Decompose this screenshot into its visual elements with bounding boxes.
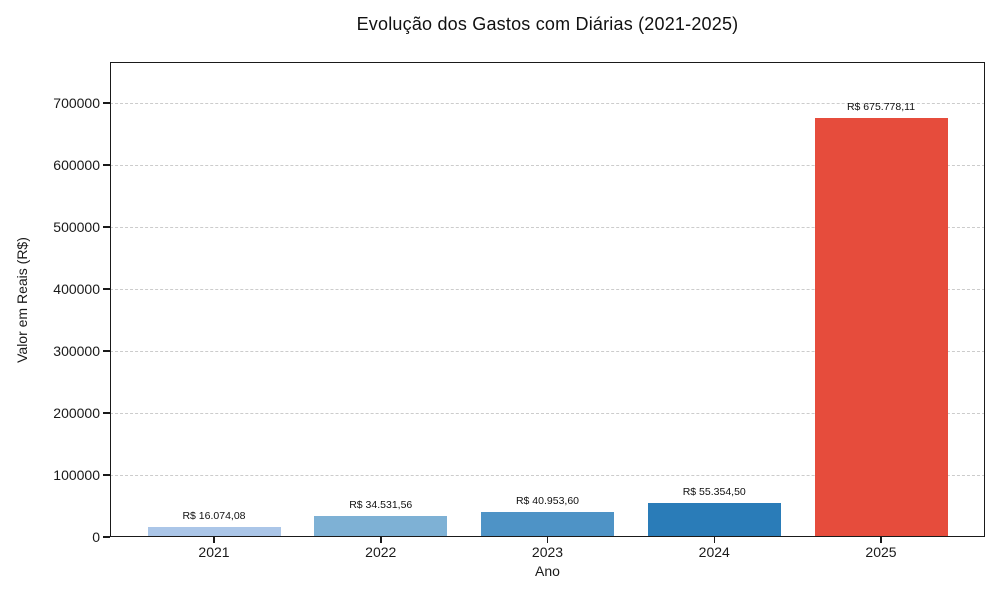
x-axis-label: Ano xyxy=(535,563,560,579)
y-tick-label: 600000 xyxy=(53,156,100,173)
gridline xyxy=(110,102,985,104)
y-tick-label: 0 xyxy=(92,529,100,545)
y-tick-label: 200000 xyxy=(53,404,100,421)
x-tick-label: 2024 xyxy=(698,544,730,560)
plot-area: R$ 16.074,08 R$ 34.531,56 R$ 40.953,60 R$ 5… xyxy=(110,62,985,537)
y-tick-mark xyxy=(103,288,110,290)
x-tick-label: 2022 xyxy=(365,544,397,560)
gridline xyxy=(110,226,985,228)
y-tick-label: 500000 xyxy=(53,218,100,235)
gridline xyxy=(110,350,985,352)
bar-value-label: R$ 675.778,11 xyxy=(846,100,916,113)
bar-value-label: R$ 55.354,50 xyxy=(682,485,746,498)
gridline xyxy=(110,412,985,414)
y-tick-mark xyxy=(103,474,110,476)
x-tick-mark xyxy=(380,537,382,543)
y-tick-label: 300000 xyxy=(53,342,100,359)
gridline xyxy=(110,288,985,290)
y-tick-mark xyxy=(103,102,110,104)
x-tick-mark xyxy=(213,537,215,543)
bar-value-label: R$ 16.074,08 xyxy=(182,510,246,523)
y-tick-mark xyxy=(103,412,110,414)
bar xyxy=(814,117,948,537)
x-tick-label: 2023 xyxy=(531,544,564,560)
x-tick-label: 2021 xyxy=(198,544,230,560)
y-axis-label: Valor em Reais (R$) xyxy=(14,237,30,363)
gridline xyxy=(110,474,985,476)
x-tick-mark xyxy=(713,537,715,543)
bar-value-label: R$ 40.953,60 xyxy=(515,494,580,507)
x-tick-mark xyxy=(546,537,549,543)
bar xyxy=(147,527,281,537)
y-tick-mark xyxy=(103,164,110,166)
bar xyxy=(647,502,781,537)
bar xyxy=(314,515,448,537)
y-tick-mark xyxy=(103,350,110,352)
y-tick-label: 400000 xyxy=(53,280,100,297)
bar-value-label: R$ 34.531,56 xyxy=(349,498,413,511)
gridline xyxy=(110,164,985,166)
y-tick-label: 700000 xyxy=(53,94,100,111)
x-tick-mark xyxy=(880,537,882,543)
bar xyxy=(481,511,614,537)
y-tick-mark xyxy=(103,536,110,538)
y-tick-mark xyxy=(103,226,110,228)
y-tick-label: 100000 xyxy=(53,466,100,483)
chart-title: Evolução dos Gastos com Diárias (2021-20… xyxy=(356,14,739,34)
x-tick-label: 2025 xyxy=(865,544,897,560)
